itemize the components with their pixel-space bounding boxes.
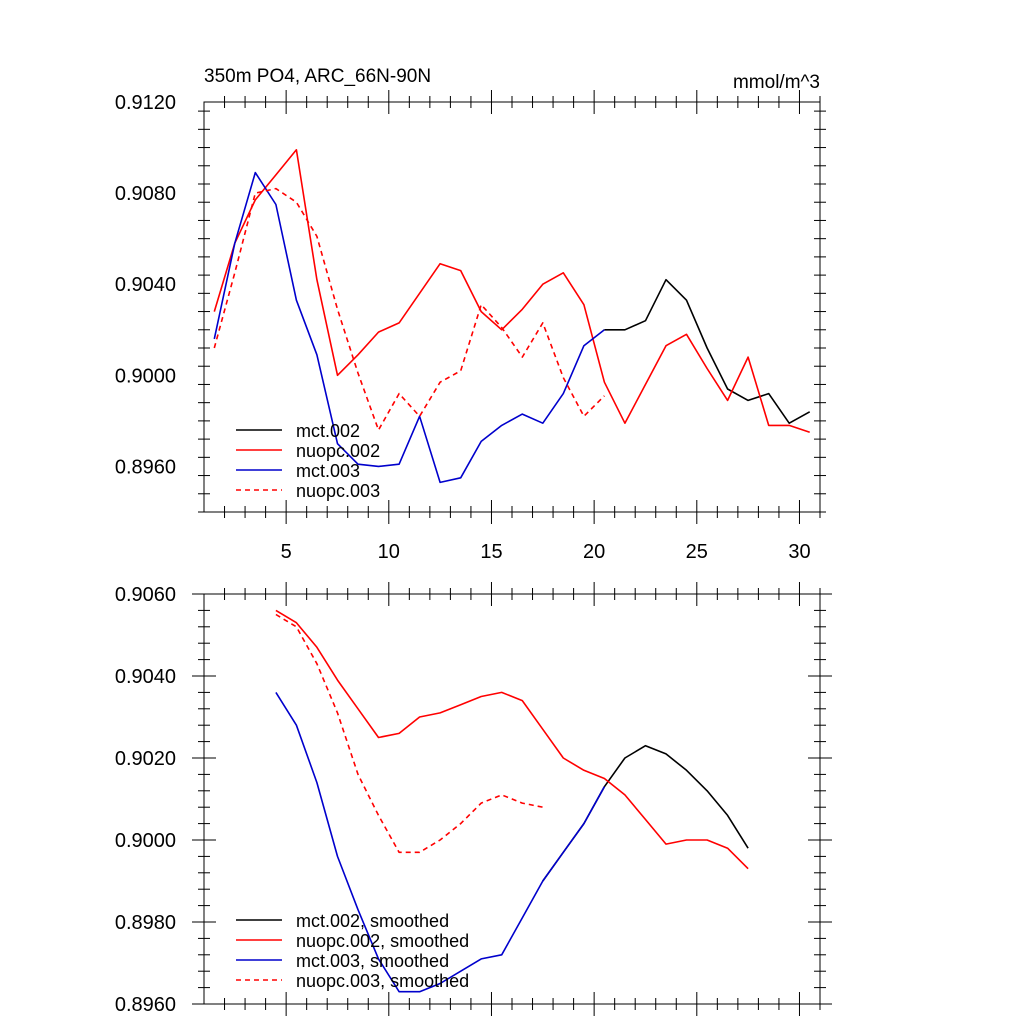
bottom-panel: 0.8960 0.8980 0.9000 0.9020 0.9040 0.9060 mct… xyxy=(115,582,832,1016)
top-y-tick-labels: 0.8960 0.9000 0.9040 0.9080 0.9120 xyxy=(115,92,176,478)
legend-label: mct.003, smoothed xyxy=(296,951,449,971)
series-line-mct-002-smoothed xyxy=(542,744,749,882)
top-x-tick-labels: 5 10 15 20 25 30 xyxy=(281,541,811,563)
bottom-ticks xyxy=(192,582,832,1016)
bottom-series-lines xyxy=(275,609,749,993)
series-line-nuopc-002 xyxy=(213,149,810,434)
y-tick-label: 0.9060 xyxy=(115,584,176,606)
legend-label: nuopc.003 xyxy=(296,481,380,501)
y-tick-label: 0.8980 xyxy=(115,912,176,934)
y-tick-label: 0.9020 xyxy=(115,748,176,770)
legend-label: mct.003 xyxy=(296,461,360,481)
series-line-nuopc-002-smoothed xyxy=(275,609,749,870)
y-tick-label: 0.9000 xyxy=(115,365,176,387)
y-tick-label: 0.8960 xyxy=(115,994,176,1016)
legend-label: nuopc.003, smoothed xyxy=(296,971,469,991)
series-line-mct-002 xyxy=(604,278,811,425)
x-tick-label: 5 xyxy=(281,541,292,563)
series-line-nuopc-003 xyxy=(213,187,605,431)
series-line-nuopc-003-smoothed xyxy=(275,613,543,854)
x-tick-label: 25 xyxy=(686,541,708,563)
legend-label: nuopc.002, smoothed xyxy=(296,931,469,951)
x-tick-label: 20 xyxy=(583,541,605,563)
y-tick-label: 0.9080 xyxy=(115,183,176,205)
y-tick-label: 0.9040 xyxy=(115,274,176,296)
series-line-mct-003 xyxy=(213,171,605,484)
x-tick-label: 10 xyxy=(378,541,400,563)
series-line-mct-003-smoothed xyxy=(275,691,606,993)
y-tick-label: 0.9040 xyxy=(115,666,176,688)
y-tick-label: 0.8960 xyxy=(115,456,176,478)
bottom-y-tick-labels: 0.8960 0.8980 0.9000 0.9020 0.9040 0.9060 xyxy=(115,584,176,1016)
legend-label: mct.002, smoothed xyxy=(296,911,449,931)
legend-label: nuopc.002 xyxy=(296,441,380,461)
x-tick-label: 30 xyxy=(788,541,810,563)
top-ticks xyxy=(198,90,826,524)
legend-label: mct.002 xyxy=(296,421,360,441)
top-series-lines xyxy=(213,149,811,484)
units-label: mmol/m^3 xyxy=(733,72,820,93)
y-tick-label: 0.9000 xyxy=(115,830,176,852)
x-tick-label: 15 xyxy=(480,541,502,563)
top-panel: 350m PO4, ARC_66N-90N mmol/m^3 0.8960 0.9… xyxy=(115,66,826,563)
chart-title: 350m PO4, ARC_66N-90N xyxy=(204,66,431,87)
y-tick-label: 0.9120 xyxy=(115,92,176,114)
